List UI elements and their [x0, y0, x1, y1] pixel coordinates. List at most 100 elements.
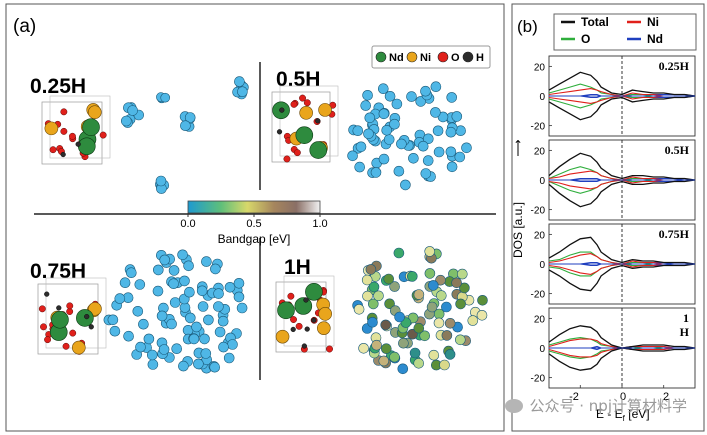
scatter-point — [413, 289, 425, 300]
scatter-point — [413, 357, 425, 369]
scatter-point — [209, 361, 220, 373]
scatter-point — [424, 268, 436, 279]
scatter-point — [185, 312, 196, 324]
scatter-1H — [352, 246, 488, 375]
scatter-point — [362, 290, 373, 302]
scatter-point — [394, 311, 405, 323]
legend-swatch-Nd — [375, 51, 387, 63]
scatter-point — [353, 303, 365, 315]
scatter-point — [439, 359, 450, 371]
scatter-point — [371, 339, 382, 351]
scatter-point — [347, 150, 358, 162]
scatter-point — [368, 281, 380, 293]
dos-panel-label: 0.5H — [665, 143, 690, 157]
panel-a-legend: Nd Ni O H — [371, 45, 491, 69]
scatter-point — [454, 151, 466, 163]
dos-panel-label: 0.25H — [659, 59, 690, 73]
wechat-icon — [505, 398, 524, 413]
scatter-0.75H — [103, 249, 248, 374]
scatter-point — [132, 305, 144, 317]
scatter-point — [476, 309, 488, 321]
scatter-point — [435, 274, 446, 286]
scatter-point — [373, 290, 384, 302]
scatter-point — [370, 167, 382, 178]
scatter-point — [217, 315, 229, 327]
scatter-point — [380, 319, 392, 331]
scatter-point — [427, 280, 439, 291]
dos-series-Total-down — [548, 347, 696, 371]
legend-swatch-Ni — [406, 51, 418, 63]
scatter-point — [451, 111, 463, 122]
scatter-point — [233, 291, 245, 303]
scatter-point — [389, 351, 400, 363]
subpanel-label-0.5H: 0.5H — [276, 68, 320, 91]
scatter-point — [201, 256, 212, 267]
scatter-point — [384, 91, 396, 102]
scatter-point — [441, 301, 452, 313]
scatter-point — [169, 297, 181, 308]
scatter-point — [218, 341, 229, 353]
subpanel-label-1H: 1H — [284, 256, 311, 279]
scatter-point — [166, 318, 177, 330]
scatter-point — [191, 321, 202, 333]
scatter-point — [234, 76, 245, 87]
scatter-point — [435, 290, 447, 301]
scatter-point — [135, 341, 146, 353]
dos-ylabel-text: DOS [a.u.] — [511, 202, 525, 258]
dos-series-Total-up — [548, 71, 696, 97]
scatter-point — [193, 358, 204, 370]
y-tick: 0 — [539, 92, 545, 103]
scatter-point — [134, 279, 146, 290]
scatter-point — [159, 254, 170, 266]
scatter-point — [214, 326, 226, 338]
scatter-point — [177, 249, 188, 261]
dos-ylabel: DOS [a.u.] ⟶ — [511, 139, 525, 258]
watermark: 公众号 · npj计算材料学 — [505, 395, 687, 416]
scatter-point — [361, 274, 373, 286]
dos-panel-0.5H: 20 0 -20 0.5H — [531, 139, 696, 221]
dos-series-Total-up — [548, 325, 696, 349]
scatter-point — [152, 285, 164, 297]
scatter-point — [444, 349, 456, 360]
dos-panel-0.75H: 20 0 -20 0.75H — [531, 223, 696, 305]
scatter-point — [224, 281, 236, 293]
y-tick: 0 — [539, 344, 545, 355]
y-tick: -20 — [531, 206, 546, 217]
scatter-point — [184, 286, 195, 298]
scatter-point — [400, 179, 411, 191]
scatter-point — [367, 298, 379, 310]
scatter-point — [213, 301, 224, 312]
scatter-point — [114, 293, 126, 304]
dos-ylabel-arrow: ⟶ — [511, 139, 525, 156]
colorbar-tick: 0.0 — [180, 218, 195, 230]
scatter-point — [188, 333, 200, 345]
scatter-point — [446, 92, 458, 103]
legend-swatch-H — [462, 51, 474, 63]
dos-series-Total-up — [548, 152, 696, 181]
panel-b-label: (b) — [517, 17, 538, 36]
scatter-point — [422, 155, 434, 166]
subpanel-label-0.75H: 0.75H — [30, 260, 86, 283]
bandgap-colorbar: 0.0 0.5 1.0 Bandgap [eV] — [180, 200, 328, 246]
scatter-point — [454, 334, 466, 346]
scatter-point — [426, 301, 438, 313]
y-tick: -20 — [531, 374, 546, 385]
dos-xlabel: E - Ef [eV] — [596, 407, 650, 423]
y-tick: -20 — [531, 122, 546, 133]
scatter-point — [367, 316, 378, 328]
scatter-point — [455, 298, 466, 310]
scatter-point — [200, 348, 212, 359]
scatter-point — [424, 246, 436, 257]
scatter-point — [415, 96, 427, 107]
panel-b-legend: Total Ni O Nd — [553, 13, 697, 51]
subpanel-label-0.25H: 0.25H — [30, 75, 86, 98]
scatter-point — [236, 302, 248, 314]
y-tick: 0 — [539, 260, 545, 271]
scatter-point — [428, 349, 440, 361]
scatter-point — [362, 90, 373, 101]
scatter-point — [445, 126, 457, 138]
legend-text-Nd: Nd — [647, 32, 663, 46]
scatter-point — [126, 267, 137, 279]
scatter-point — [477, 294, 488, 306]
